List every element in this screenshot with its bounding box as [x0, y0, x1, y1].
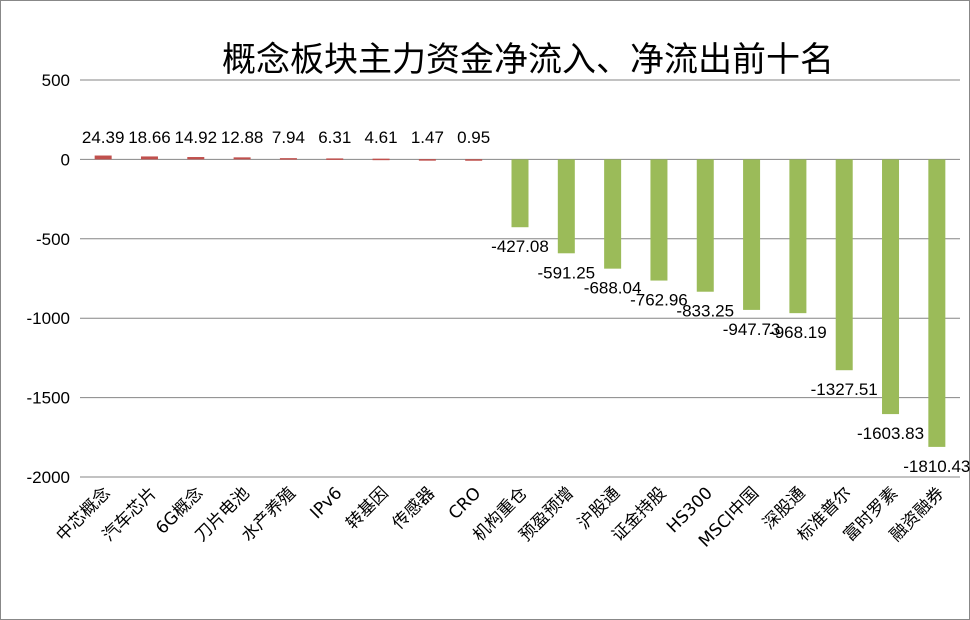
data-label: -833.25: [676, 302, 734, 321]
category-label: 传感器: [389, 483, 439, 533]
data-label: -1603.83: [857, 424, 924, 443]
y-tick-label: 500: [42, 71, 70, 90]
data-label: 0.95: [457, 128, 490, 147]
bar: [418, 159, 436, 161]
bar: [511, 159, 529, 228]
category-label: IPv6: [307, 483, 347, 523]
data-label: -1327.51: [811, 380, 878, 399]
category-label: CRO: [445, 483, 485, 523]
y-axis-ticks: 500 0 -500 -1000 -1500 -2000: [27, 71, 70, 487]
bar: [557, 159, 575, 254]
category-label: 转基因: [342, 483, 392, 533]
data-label: 7.94: [272, 128, 305, 147]
data-label: -968.19: [769, 323, 827, 342]
data-label: -762.96: [630, 291, 688, 310]
bar: [372, 158, 390, 161]
bar: [604, 159, 622, 269]
data-label: 18.66: [128, 128, 171, 147]
bar: [650, 159, 668, 281]
bar: [94, 155, 112, 160]
bar: [882, 159, 900, 415]
data-label: 14.92: [175, 128, 218, 147]
gridlines: [80, 79, 960, 478]
chart-title: 概念板块主力资金净流入、净流出前十名: [222, 40, 834, 80]
y-tick-label: -2000: [27, 468, 70, 487]
y-tick-label: -1500: [27, 389, 70, 408]
data-label: -1810.43: [903, 457, 970, 476]
bar: [696, 159, 714, 292]
data-label: 24.39: [82, 128, 125, 147]
bar: [140, 156, 158, 160]
y-tick-label: 0: [61, 150, 70, 169]
bar: [187, 157, 205, 160]
data-label: -427.08: [491, 237, 549, 256]
data-label: 12.88: [221, 128, 264, 147]
bar: [465, 159, 483, 161]
bar: [326, 158, 344, 160]
bar: [928, 159, 946, 447]
data-label: 6.31: [318, 128, 351, 147]
data-label: -688.04: [584, 279, 642, 298]
bar: [743, 159, 761, 310]
bar: [279, 158, 297, 160]
bars: [94, 155, 946, 447]
data-label: 4.61: [365, 128, 398, 147]
data-label: 1.47: [411, 128, 444, 147]
data-labels: 24.39 18.66 14.92 12.88 7.94 6.31 4.61 1.47 0.95…: [82, 128, 970, 476]
bar: [789, 159, 807, 314]
bar: [835, 159, 853, 371]
y-tick-label: -500: [36, 230, 70, 249]
data-label: -947.73: [723, 320, 781, 339]
bar: [233, 157, 251, 160]
data-label: -591.25: [537, 263, 595, 282]
y-tick-label: -1000: [27, 309, 70, 328]
